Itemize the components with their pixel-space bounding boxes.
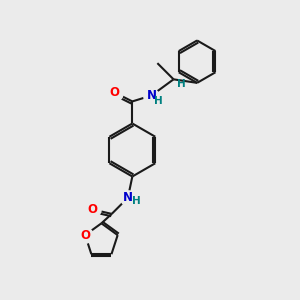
Text: N: N bbox=[123, 191, 133, 204]
Text: H: H bbox=[154, 96, 163, 106]
Text: O: O bbox=[80, 229, 90, 242]
Text: H: H bbox=[132, 196, 140, 206]
Text: H: H bbox=[177, 79, 186, 89]
Text: O: O bbox=[110, 86, 120, 99]
Text: O: O bbox=[88, 203, 98, 216]
Text: N: N bbox=[146, 89, 157, 102]
